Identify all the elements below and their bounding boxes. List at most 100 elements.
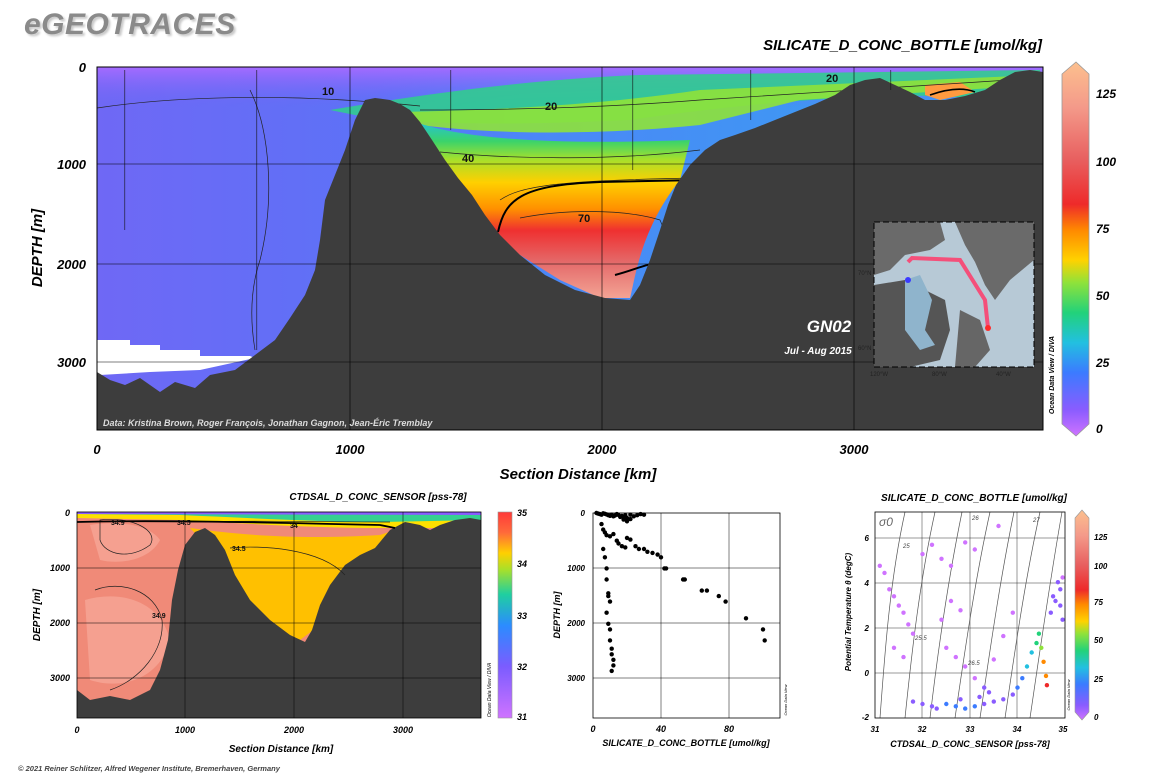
scatter-point <box>607 534 613 539</box>
ts-points <box>877 523 1065 711</box>
x-tick-label: 40 <box>655 724 666 734</box>
scatter-point <box>723 599 728 604</box>
ts-point <box>1010 610 1015 615</box>
ts-point <box>958 697 963 702</box>
colorbar-tick: 125 <box>1094 533 1108 542</box>
ts-point <box>891 594 897 599</box>
y-tick-label: 0 <box>581 509 586 518</box>
ts-point <box>1044 683 1050 688</box>
ts-chart-title: SILICATE_D_CONC_BOTTLE [umol/kg] <box>881 493 1068 504</box>
ts-point <box>963 706 968 711</box>
ts-point <box>882 570 887 576</box>
contour-label: 10 <box>322 86 334 98</box>
y-tick-label: 0 <box>65 508 70 518</box>
ts-point <box>953 654 958 660</box>
isopycnal-label: 26.5 <box>967 661 980 667</box>
ts-point <box>929 542 935 547</box>
ts-point <box>948 598 954 604</box>
ts-point <box>1001 633 1006 639</box>
ts-point <box>1036 631 1042 636</box>
y-tick-label: 0 <box>79 60 87 75</box>
ts-point <box>963 540 968 545</box>
section-period-label: Jul - Aug 2015 <box>784 346 852 357</box>
x-tick-label: 34 <box>1013 725 1022 734</box>
scatter-odv-label: Ocean Data View <box>783 683 788 715</box>
y-tick-label: 3000 <box>567 674 585 683</box>
scatter-point <box>602 555 608 560</box>
ts-point <box>1010 692 1015 697</box>
scatter-point <box>650 550 655 556</box>
ts-point <box>910 631 916 636</box>
ts-point <box>991 699 996 704</box>
ts-point <box>963 664 968 669</box>
inset-lon-label: 80°W <box>932 372 947 378</box>
inset-lon-label: 40°W <box>996 372 1011 378</box>
colorbar-tick: 75 <box>1096 222 1110 236</box>
contour-label: 34.5 <box>177 520 191 527</box>
ts-point <box>920 701 925 707</box>
contour-label: 34.5 <box>232 546 246 553</box>
ts-point <box>1024 664 1030 669</box>
ts-point <box>958 608 963 613</box>
ts-point <box>1039 645 1044 650</box>
x-tick-label: 31 <box>871 725 880 734</box>
y-tick-label: 1000 <box>50 563 70 573</box>
scatter-point <box>655 552 660 557</box>
scatter-point <box>606 593 611 599</box>
ts-point <box>877 563 882 568</box>
scatter-point <box>601 546 606 552</box>
ts-point <box>982 685 987 690</box>
scatter-point <box>604 610 609 615</box>
scatter-point <box>641 546 647 552</box>
scatter-point <box>609 668 614 674</box>
inset-map: 70°N 60°N 120°W 80°W 40°W <box>858 221 1035 378</box>
ts-point <box>953 704 958 709</box>
scatter-point <box>699 588 704 593</box>
ts-point <box>1041 659 1046 664</box>
x-tick-label: 80 <box>724 724 734 734</box>
isopycnal-label: 27 <box>1032 518 1040 524</box>
colorbar-tick: 33 <box>517 611 527 621</box>
colorbar-tick: 100 <box>1096 155 1116 169</box>
salinity-y-axis-label: DEPTH [m] <box>32 588 43 641</box>
scatter-point <box>658 555 664 560</box>
ts-point <box>996 523 1001 529</box>
inset-lon-label: 120°W <box>870 372 888 378</box>
x-tick-label: 33 <box>966 725 975 734</box>
scatter-point <box>624 519 630 524</box>
ts-point <box>1058 587 1063 592</box>
y-tick-label: 0 <box>865 669 870 678</box>
colorbar-tick: 25 <box>1093 675 1103 684</box>
ts-diagram: 25 26 27 25.5 26.5 σ0 -2 0 2 4 6 31 32 3… <box>844 509 1108 749</box>
sigma-label: σ0 <box>879 515 893 529</box>
scatter-point <box>633 544 638 549</box>
ts-point <box>1001 697 1006 702</box>
scatter-point <box>663 566 669 571</box>
scatter-point <box>645 549 650 554</box>
scatter-point <box>704 588 710 593</box>
colorbar-tick: 50 <box>1096 289 1110 303</box>
contour-label: 40 <box>462 153 474 165</box>
ts-point <box>944 645 949 650</box>
scatter-point <box>624 535 630 541</box>
colorbar-tick: 34 <box>517 559 527 569</box>
inset-lat-label: 60°N <box>858 346 871 352</box>
ts-point <box>1015 685 1020 690</box>
scatter-point <box>628 516 633 522</box>
scatter-point <box>611 531 616 537</box>
ts-point <box>986 690 992 695</box>
scatter-point <box>641 512 647 517</box>
scatter-point <box>607 599 613 604</box>
ts-point <box>887 587 892 592</box>
ts-point <box>977 694 982 700</box>
ts-point <box>1048 610 1054 615</box>
x-tick-label: 3000 <box>393 725 413 735</box>
scatter-point <box>607 638 613 643</box>
main-bathymetry <box>97 70 1043 430</box>
ts-point <box>944 701 949 707</box>
scatter-point <box>619 544 625 549</box>
scatter-point <box>616 541 621 546</box>
y-tick-label: 6 <box>865 534 870 543</box>
colorbar-tick: 50 <box>1094 636 1103 645</box>
